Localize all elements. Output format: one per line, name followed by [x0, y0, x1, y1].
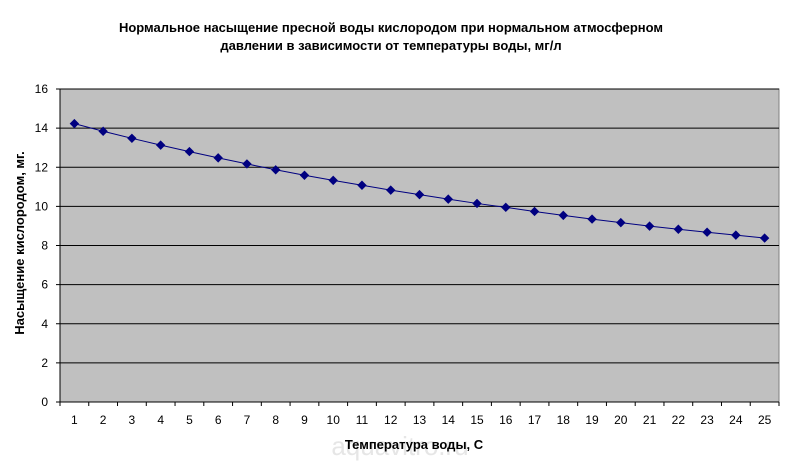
- x-tick-label: 15: [470, 413, 484, 427]
- data-point: [587, 214, 597, 224]
- grid-lines: [60, 88, 779, 364]
- y-tick-label: 8: [41, 239, 48, 253]
- data-point: [558, 210, 569, 221]
- data-point: [616, 217, 626, 228]
- x-tick-label: 22: [672, 413, 686, 427]
- x-tick-label: 17: [528, 413, 542, 427]
- data-point: [386, 185, 396, 195]
- x-tick-label: 19: [585, 413, 599, 427]
- y-tick-label: 6: [41, 278, 48, 292]
- x-tick-label: 8: [272, 413, 279, 427]
- x-tick-label: 13: [413, 413, 427, 427]
- y-tick-label: 12: [35, 160, 49, 174]
- data-point: [213, 153, 223, 163]
- x-tick-label: 18: [557, 413, 571, 427]
- x-axis-label: Температура воды, C: [345, 437, 484, 452]
- data-point: [270, 165, 281, 175]
- x-tick-label: 7: [244, 413, 251, 427]
- x-tick-label: 25: [758, 413, 772, 427]
- data-point: [98, 126, 108, 136]
- y-tick-label: 14: [35, 121, 49, 135]
- data-point: [155, 140, 166, 150]
- chart-title-line-1: Нормальное насыщение пресной воды кислор…: [119, 20, 663, 35]
- data-point: [328, 175, 338, 186]
- y-axis-label: Насыщение кислородом, мг.: [12, 151, 27, 335]
- data-point: [529, 206, 540, 217]
- x-tick-label: 5: [186, 413, 193, 427]
- data-point: [702, 227, 712, 237]
- data-point: [242, 159, 252, 169]
- x-tick-label: 21: [643, 413, 657, 427]
- x-tick-label: 4: [157, 413, 164, 427]
- data-point: [501, 202, 511, 213]
- x-tick-label: 14: [442, 413, 456, 427]
- data-point: [357, 180, 367, 190]
- data-point: [443, 194, 453, 204]
- y-tick-label: 16: [35, 82, 49, 96]
- y-tick-label: 4: [41, 317, 48, 331]
- x-tick-label: 11: [356, 413, 369, 427]
- data-point: [127, 133, 137, 144]
- data-point: [644, 221, 655, 231]
- x-tick-label: 2: [100, 413, 107, 427]
- watermark: aquavitro.ru: [331, 431, 468, 461]
- data-point: [414, 189, 425, 200]
- x-tick-label: 16: [499, 413, 513, 427]
- x-tick-label: 12: [384, 413, 398, 427]
- x-tick-label: 20: [614, 413, 628, 427]
- data-point: [731, 230, 741, 240]
- data-point: [69, 118, 80, 129]
- series-layer: [69, 118, 770, 243]
- chart-title-line-2: давлении в зависимости от температуры во…: [220, 38, 561, 53]
- data-point: [472, 198, 482, 209]
- data-point: [673, 224, 684, 234]
- x-tick-label: 1: [71, 413, 78, 427]
- x-tick-label: 24: [729, 413, 743, 427]
- x-tick-label: 9: [301, 413, 308, 427]
- y-tick-label: 10: [35, 199, 49, 213]
- y-axis-ticks: 0 2 4 6 8 10 12 14 16: [35, 82, 61, 409]
- y-tick-label: 0: [41, 395, 48, 409]
- data-point: [299, 170, 310, 180]
- data-point: [759, 233, 770, 243]
- data-point: [184, 146, 195, 157]
- x-tick-label: 3: [129, 413, 136, 427]
- y-tick-label: 2: [41, 356, 48, 370]
- x-tick-label: 23: [700, 413, 714, 427]
- x-tick-label: 10: [327, 413, 341, 427]
- x-tick-label: 6: [215, 413, 222, 427]
- x-axis-ticks: 1 2 3 4 5 6 7 8 9 10 11 12 13 14 15 16 17 18 19 20 21 22 23 24 2…: [59, 401, 780, 427]
